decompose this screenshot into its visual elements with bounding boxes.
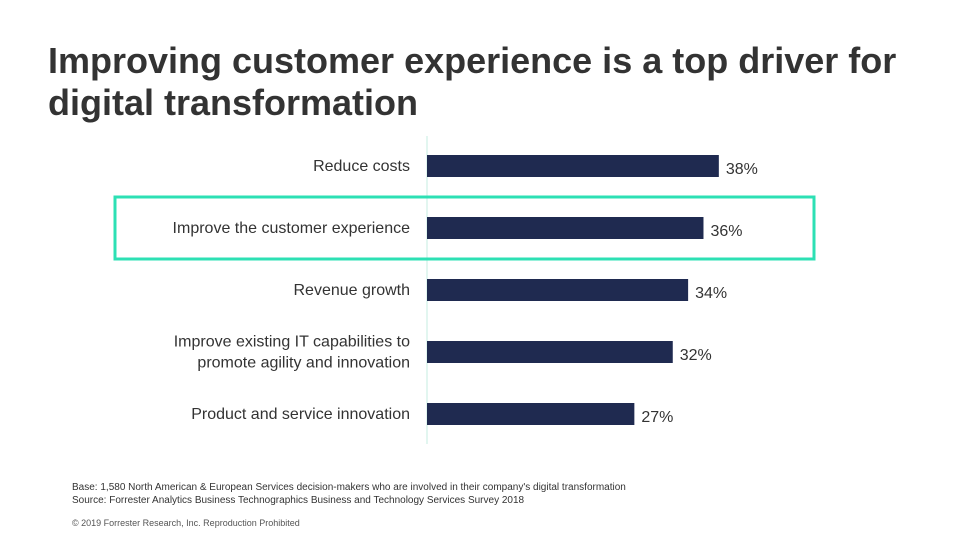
value-label: 27% <box>641 409 673 426</box>
footnotes: Base: 1,580 North American & European Se… <box>72 481 626 507</box>
slide-title-line-1: Improving customer experience is a top d… <box>48 40 897 81</box>
copyright: © 2019 Forrester Research, Inc. Reproduc… <box>72 518 300 528</box>
footnote-source: Source: Forrester Analytics Business Tec… <box>72 495 525 506</box>
bar <box>427 403 635 425</box>
bar <box>427 217 704 239</box>
category-label: Revenue growth <box>293 282 410 299</box>
category-label: Improve existing IT capabilities to <box>174 334 410 351</box>
category-label: Improve the customer experience <box>173 220 411 237</box>
value-label: 36% <box>710 223 742 240</box>
category-label: Reduce costs <box>313 158 410 175</box>
bar <box>427 279 689 301</box>
value-label: 32% <box>680 347 712 364</box>
highlight-box <box>113 195 816 261</box>
slide-title: Improving customer experience is a top d… <box>48 40 948 124</box>
value-label: 34% <box>695 285 727 302</box>
category-label: Product and service innovation <box>191 406 410 423</box>
bar <box>427 155 719 177</box>
value-label: 38% <box>726 161 758 178</box>
category-label: promote agility and innovation <box>197 355 410 372</box>
footnote-base: Base: 1,580 North American & European Se… <box>72 482 626 493</box>
slide-title-line-2: digital transformation <box>48 82 419 123</box>
bar <box>427 341 673 363</box>
